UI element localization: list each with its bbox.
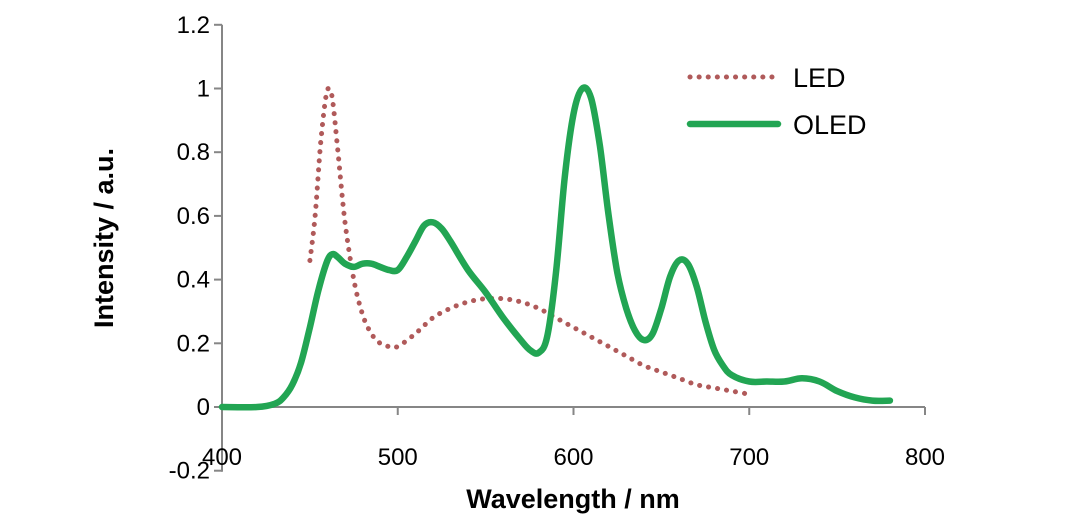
legend-label-led: LED bbox=[793, 63, 846, 93]
y-tick-label: 1 bbox=[197, 76, 210, 103]
y-tick-label: 0.8 bbox=[177, 139, 210, 166]
x-tick-label: 500 bbox=[378, 444, 418, 471]
series-line-led bbox=[307, 85, 752, 397]
x-tick-label: 400 bbox=[202, 444, 242, 471]
y-tick-label: -0.2 bbox=[169, 458, 210, 485]
labels-layer: Wavelength / nm Intensity / a.u. bbox=[89, 148, 680, 514]
y-tick-label: 1.2 bbox=[177, 12, 210, 39]
series-layer bbox=[218, 84, 894, 411]
y-tick-label: 0.6 bbox=[177, 203, 210, 230]
y-tick-label: 0.2 bbox=[177, 330, 210, 357]
legend-label-oled: OLED bbox=[793, 110, 867, 140]
series-line-oled bbox=[218, 84, 894, 411]
x-tick-label: 600 bbox=[553, 444, 593, 471]
x-tick-label: 700 bbox=[729, 444, 769, 471]
legend: LED OLED bbox=[686, 63, 867, 140]
y-axis-title: Intensity / a.u. bbox=[89, 148, 119, 328]
y-tick-label: 0 bbox=[197, 394, 210, 421]
y-tick-label: 0.4 bbox=[177, 267, 210, 294]
x-tick-label: 800 bbox=[905, 444, 945, 471]
x-axis-title: Wavelength / nm bbox=[466, 484, 680, 514]
